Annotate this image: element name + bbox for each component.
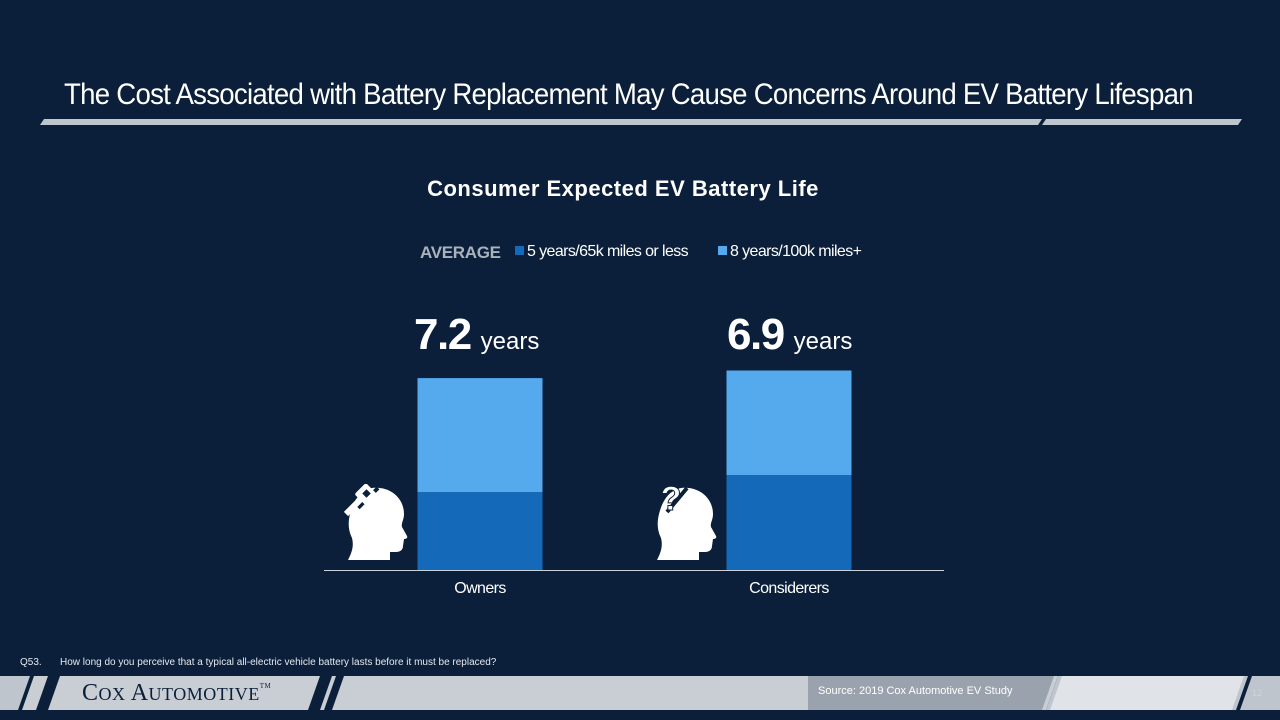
legend-item-short-life: 5 years/65k miles or less: [515, 243, 689, 261]
survey-question: Q53. How long do you perceive that a typi…: [20, 657, 496, 668]
average-label-considerers: 6.9 years: [727, 310, 852, 360]
stacked-bar-chart: [324, 370, 944, 571]
average-unit-considerers: years: [793, 328, 853, 355]
legend-average-label: AVERAGE: [420, 243, 501, 262]
svg-text:?: ?: [661, 484, 682, 518]
bar-segment-considerers-series-0: [726, 475, 852, 570]
question-number: Q53.: [20, 657, 42, 668]
legend-item-long-life: 8 years/100k miles+: [718, 243, 862, 261]
head-with-key-icon: [344, 484, 408, 560]
footer-bar: [0, 676, 1280, 710]
head-with-question-icon: ?: [657, 484, 717, 560]
legend-swatch-short-life: [515, 246, 524, 255]
average-value-considerers: 6.9: [727, 310, 785, 359]
bar-segment-considerers-series-1: [726, 370, 852, 475]
slide-title: The Cost Associated with Battery Replace…: [64, 78, 1194, 111]
question-text: How long do you perceive that a typical …: [60, 657, 497, 668]
bar-segment-owners-series-0: [417, 492, 543, 570]
category-label-considerers: Considerers: [749, 580, 829, 597]
cox-automotive-logo: COX AUTOMOTIVETM: [82, 680, 272, 706]
legend-label-short-life: 5 years/65k miles or less: [527, 243, 689, 260]
legend-label-long-life: 8 years/100k miles+: [730, 243, 862, 260]
average-label-owners: 7.2 years: [414, 310, 539, 360]
chart-title: Consumer Expected EV Battery Life: [427, 176, 819, 201]
average-unit-owners: years: [480, 328, 540, 355]
title-underline: [40, 119, 1242, 125]
legend-swatch-long-life: [718, 246, 727, 255]
page-number: 12: [1252, 688, 1263, 698]
bar-segment-owners-series-1: [417, 378, 543, 493]
source-note: Source: 2019 Cox Automotive EV Study: [818, 685, 1013, 697]
category-label-owners: Owners: [454, 580, 506, 597]
average-value-owners: 7.2: [414, 310, 472, 359]
